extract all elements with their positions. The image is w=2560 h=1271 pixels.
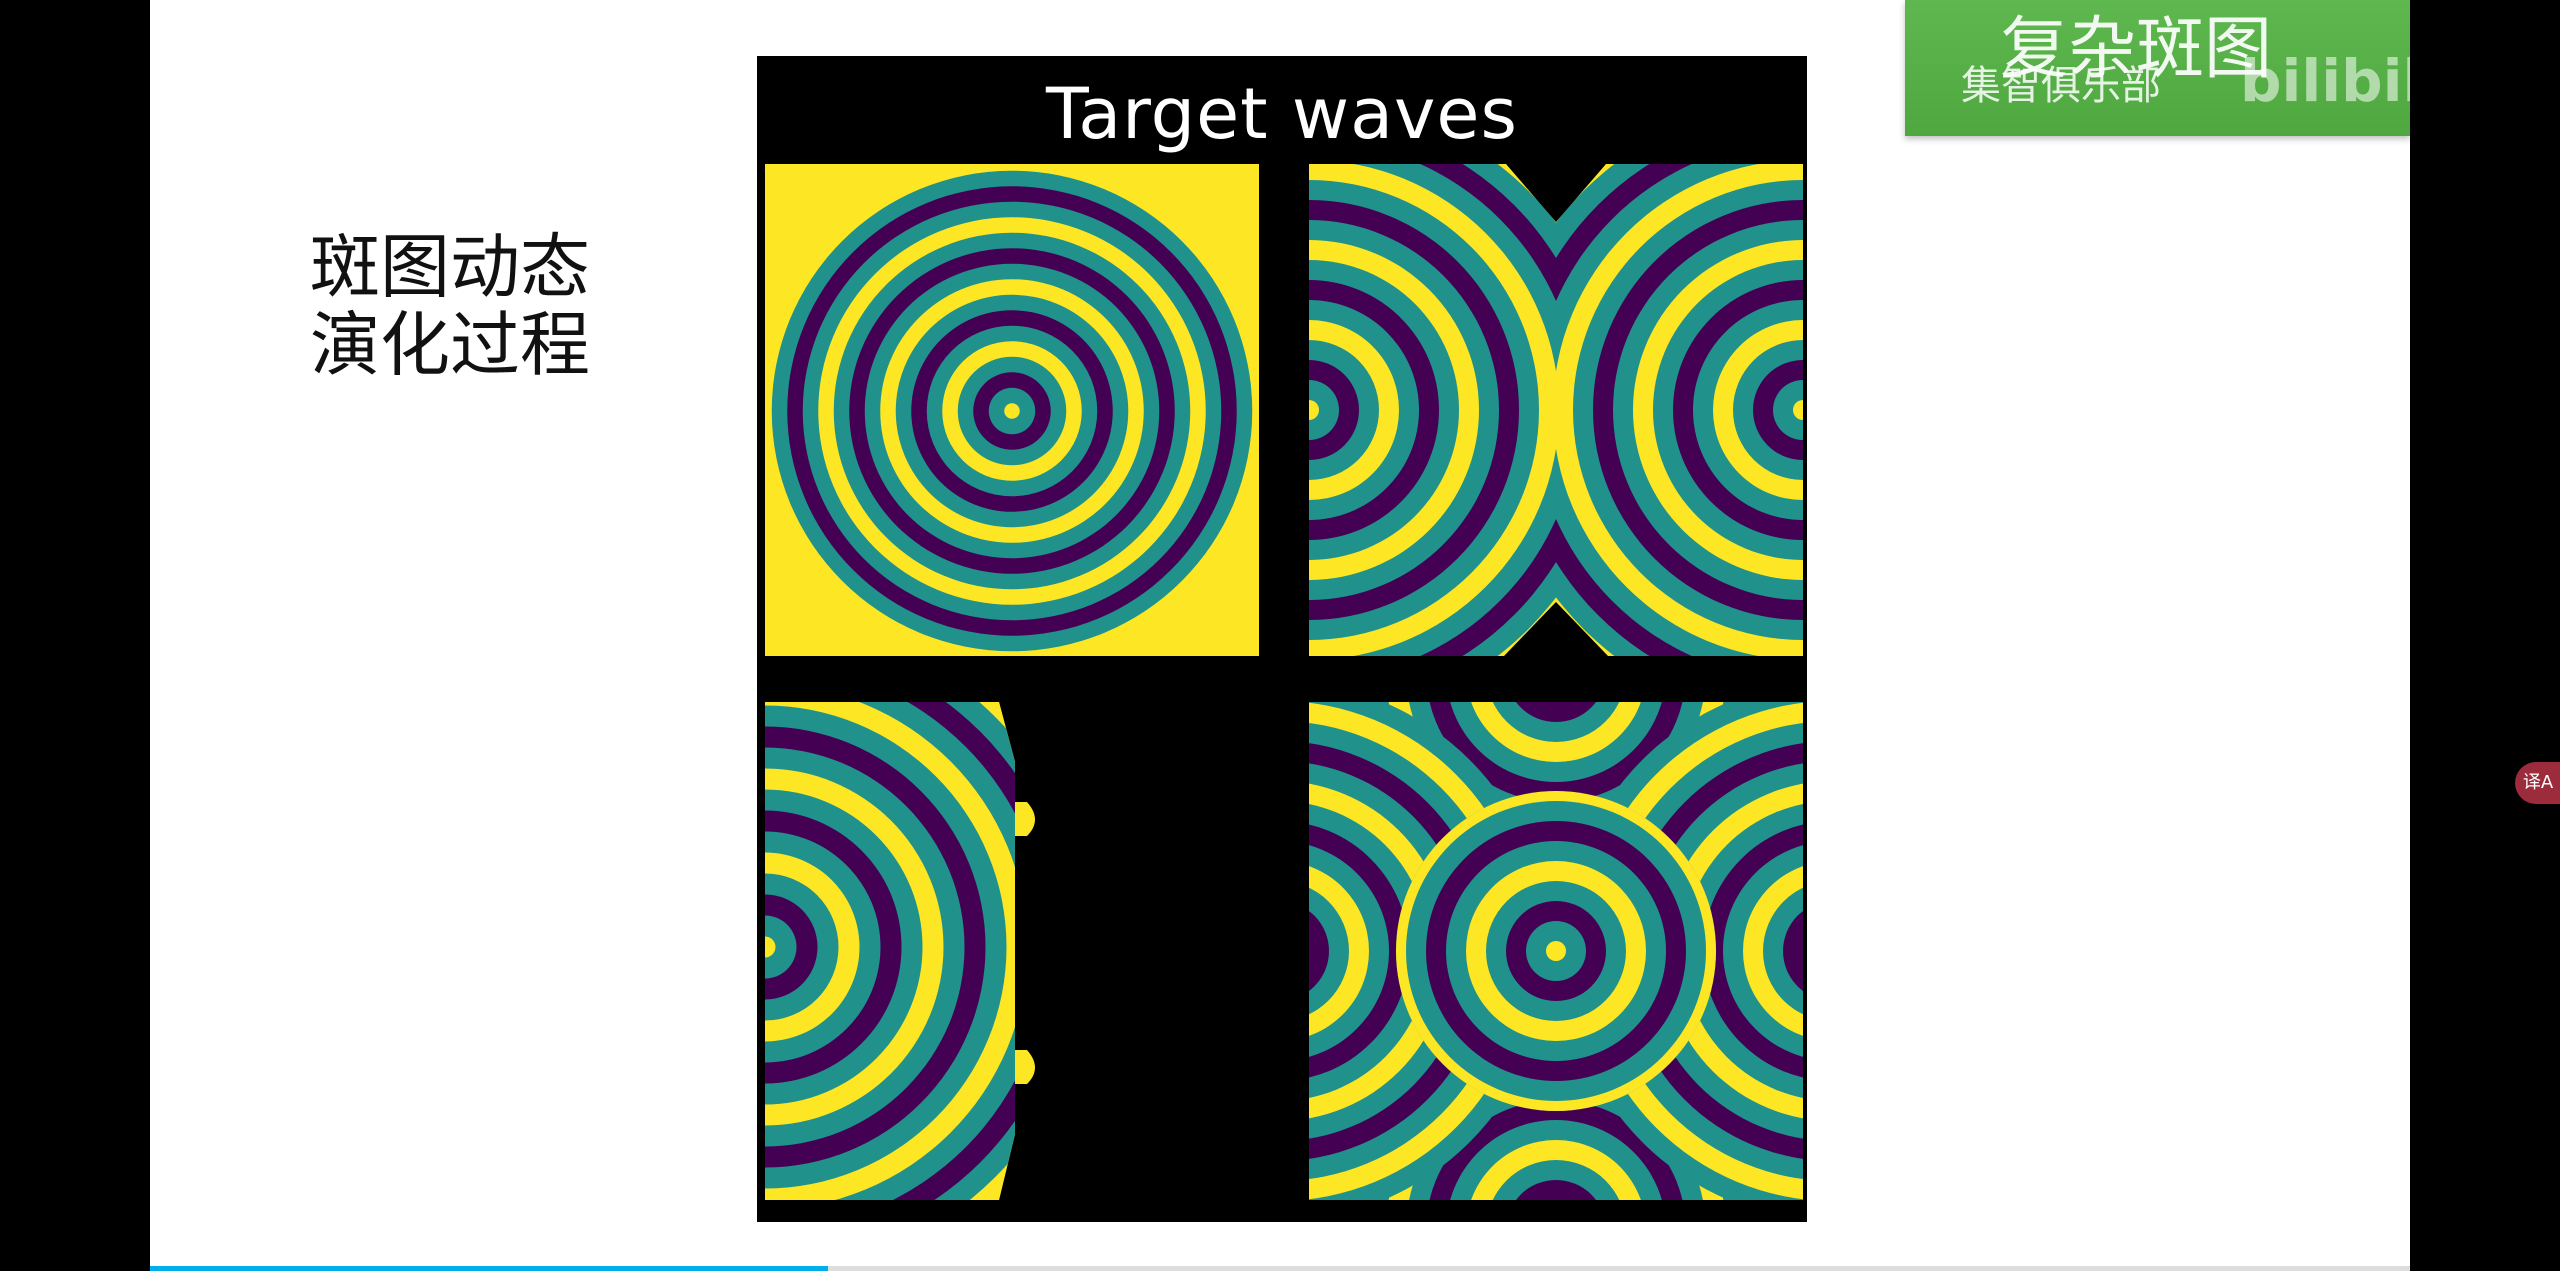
badge-subtitle: 集智俱乐部 [1961,63,2161,109]
p3-ring [765,894,818,1000]
p3-ring [765,915,797,979]
p2-left-ring [1309,400,1319,420]
panel-multi-source [1309,702,1803,1200]
slide-side-title: 斑图动态 演化过程 [310,228,590,384]
p4-center-ring [1546,941,1566,961]
bilibili-watermark: bilibili [2240,47,2410,115]
panel-concentric-target [765,164,1259,656]
target-waves-figure: Target waves [757,56,1807,1222]
p2-left-ring [1309,380,1339,440]
p2-right-ring [1773,380,1803,440]
side-title-line-1: 斑图动态 [310,226,590,308]
side-title-line-2: 演化过程 [310,304,590,386]
badge-title: 复杂斑图 [2000,10,2273,89]
video-progress-bar[interactable] [150,1266,2410,1271]
presentation-slide: 斑图动态 演化过程 Target waves [150,0,2410,1271]
p4-source-5-ring [1516,1180,1596,1200]
episode-title-badge: 复杂斑图 集智俱乐部 bilibili [1905,0,2410,136]
panel-edge-source [765,702,1035,1200]
p4-source-4-ring [1516,702,1596,722]
translate-icon[interactable]: 译A [2515,762,2560,804]
p2-right-ring [1793,400,1803,420]
translate-label: 译A [2522,772,2554,793]
panel-double-source [1309,164,1803,656]
figure-title: Target waves [1046,73,1518,155]
p4-source-7-ring [1783,911,1803,991]
p1-ring [1004,403,1020,419]
p3-ring [765,936,776,958]
p4-source-6-ring [1309,911,1329,991]
video-progress-fill [150,1266,828,1271]
